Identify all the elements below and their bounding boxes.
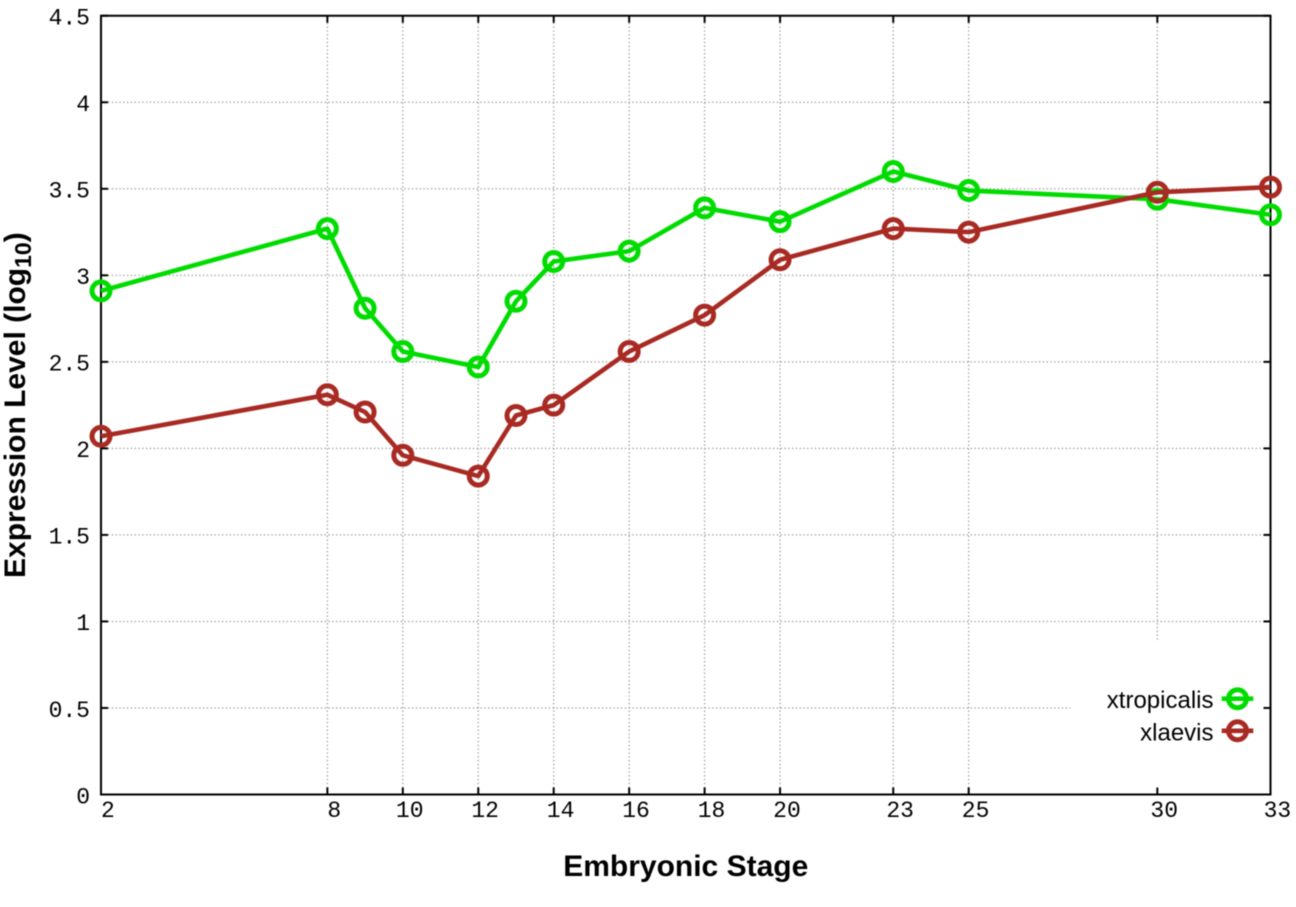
data-series	[89, 160, 1282, 488]
y-tick-label: 1.5	[49, 525, 90, 551]
marker-xlaevis	[466, 464, 490, 488]
marker-xlaevis	[1145, 180, 1169, 204]
y-tick-label: 3.5	[49, 179, 90, 205]
marker-xlaevis	[315, 383, 339, 407]
x-tick-label: 2	[101, 798, 115, 824]
legend-marker-xtropicalis	[1226, 687, 1249, 711]
y-tick-label: 2	[76, 438, 90, 464]
y-tick-label: 4.5	[49, 6, 90, 32]
marker-xtropicalis	[881, 160, 905, 183]
legend: xtropicalis xlaevis	[1107, 687, 1254, 746]
legend-background	[1070, 641, 1270, 791]
x-tick-label: 12	[471, 798, 499, 824]
marker-xlaevis	[391, 443, 415, 467]
y-tick-label: 3	[76, 265, 90, 291]
marker-xlaevis	[353, 400, 377, 424]
x-tick-label: 20	[773, 798, 801, 824]
marker-xtropicalis	[466, 355, 490, 379]
plot-border-rect	[100, 14, 1272, 796]
series-line-xtropicalis	[100, 169, 1271, 370]
marker-xlaevis	[504, 404, 528, 428]
marker-xlaevis	[957, 220, 981, 244]
marker-xlaevis	[1259, 175, 1282, 199]
axis-titles: Embryonic Stage Expression Level (log10)	[0, 232, 808, 883]
grid-lines	[100, 15, 1272, 796]
x-tick-label: 16	[622, 798, 650, 824]
marker-xtropicalis	[89, 279, 113, 303]
marker-xtropicalis	[542, 249, 566, 273]
x-tick-label: 10	[396, 798, 424, 824]
marker-xlaevis	[617, 339, 641, 363]
x-tick-label: 8	[327, 798, 341, 824]
marker-xtropicalis	[957, 179, 981, 203]
y-tick-label: 1	[76, 611, 90, 637]
marker-xtropicalis	[504, 289, 528, 313]
x-tick-label: 14	[547, 798, 575, 824]
x-tick-label: 30	[1150, 798, 1178, 824]
tick-labels: 2 8 10 12 14 16 18 20 23 25 30 33 0 0.5 1 1.5 2 2.5 3 3.5 4 4…	[49, 6, 1292, 824]
legend-label-xlaevis: xlaevis	[1140, 719, 1213, 746]
marker-xtropicalis	[617, 239, 641, 263]
y-tick-label: 0	[76, 784, 90, 810]
marker-xlaevis	[693, 303, 717, 327]
y-tick-label: 4	[76, 92, 90, 118]
plot-border	[100, 14, 1272, 796]
marker-xtropicalis	[1259, 203, 1282, 227]
x-tick-label: 18	[698, 798, 726, 824]
y-tick-label: 2.5	[49, 352, 90, 378]
y-axis-title: Expression Level (log10)	[0, 232, 36, 578]
x-axis-title: Embryonic Stage	[563, 850, 808, 883]
marker-xlaevis	[768, 248, 792, 272]
x-tick-label: 23	[886, 798, 914, 824]
legend-background-rect	[1070, 641, 1270, 791]
legend-label-xtropicalis: xtropicalis	[1107, 687, 1214, 714]
marker-xtropicalis	[693, 196, 717, 220]
marker-xtropicalis	[353, 296, 377, 320]
series-line-xlaevis	[100, 184, 1271, 479]
legend-marker-xlaevis	[1226, 719, 1249, 743]
marker-xlaevis	[89, 424, 113, 448]
marker-xtropicalis	[768, 210, 792, 234]
y-tick-label: 0.5	[49, 698, 90, 724]
marker-xtropicalis	[315, 217, 339, 241]
marker-xlaevis	[542, 393, 566, 417]
marker-xlaevis	[881, 217, 905, 241]
x-tick-label: 25	[962, 798, 990, 824]
marker-xtropicalis	[391, 339, 415, 363]
x-tick-label: 33	[1264, 798, 1292, 824]
